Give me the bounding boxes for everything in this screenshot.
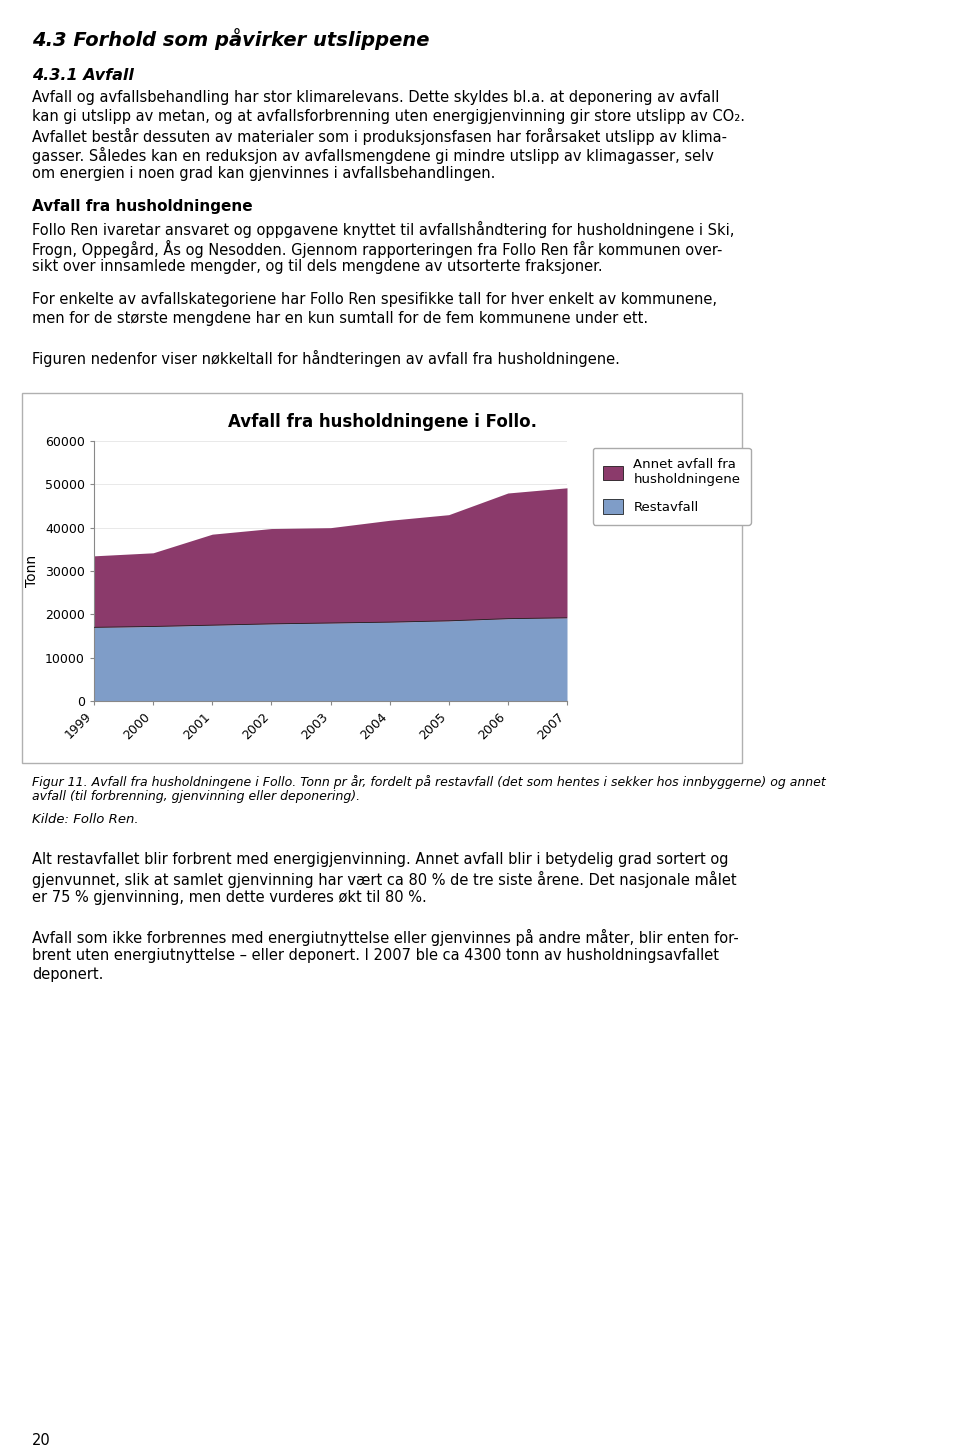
Text: er 75 % gjenvinning, men dette vurderes økt til 80 %.: er 75 % gjenvinning, men dette vurderes … (32, 889, 427, 905)
Text: For enkelte av avfallskategoriene har Follo Ren spesifikke tall for hver enkelt : For enkelte av avfallskategoriene har Fo… (32, 292, 717, 308)
Text: om energien i noen grad kan gjenvinnes i avfallsbehandlingen.: om energien i noen grad kan gjenvinnes i… (32, 165, 495, 181)
Text: Avfallet består dessuten av materialer som i produksjonsfasen har forårsaket uts: Avfallet består dessuten av materialer s… (32, 128, 727, 145)
Text: Alt restavfallet blir forbrent med energigjenvinning. Annet avfall blir i betyde: Alt restavfallet blir forbrent med energ… (32, 852, 729, 868)
Text: Figur 11. Avfall fra husholdningene i Follo. Tonn pr år, fordelt på restavfall (: Figur 11. Avfall fra husholdningene i Fo… (32, 775, 826, 789)
Text: 20: 20 (32, 1434, 51, 1448)
Text: avfall (til forbrenning, gjenvinning eller deponering).: avfall (til forbrenning, gjenvinning ell… (32, 789, 360, 802)
Text: brent uten energiutnyttelse – eller deponert. I 2007 ble ca 4300 tonn av hushold: brent uten energiutnyttelse – eller depo… (32, 948, 719, 963)
Text: Follo Ren ivaretar ansvaret og oppgavene knyttet til avfallshåndtering for husho: Follo Ren ivaretar ansvaret og oppgavene… (32, 221, 734, 238)
Text: Frogn, Oppegård, Ås og Nesodden. Gjennom rapporteringen fra Follo Ren får kommun: Frogn, Oppegård, Ås og Nesodden. Gjennom… (32, 239, 722, 258)
Text: Avfall som ikke forbrennes med energiutnyttelse eller gjenvinnes på andre måter,: Avfall som ikke forbrennes med energiutn… (32, 929, 739, 946)
Legend: Annet avfall fra
husholdningene, Restavfall: Annet avfall fra husholdningene, Restavf… (592, 447, 751, 524)
Text: deponert.: deponert. (32, 966, 104, 982)
Text: gjenvunnet, slik at samlet gjenvinning har vært ca 80 % de tre siste årene. Det : gjenvunnet, slik at samlet gjenvinning h… (32, 871, 736, 888)
Text: 4.3.1 Avfall: 4.3.1 Avfall (32, 68, 133, 83)
Text: Avfall fra husholdningene i Follo.: Avfall fra husholdningene i Follo. (228, 414, 537, 431)
Text: men for de største mengdene har en kun sumtall for de fem kommunene under ett.: men for de største mengdene har en kun s… (32, 311, 648, 326)
Text: Figuren nedenfor viser nøkkeltall for håndteringen av avfall fra husholdningene.: Figuren nedenfor viser nøkkeltall for hå… (32, 350, 620, 367)
Text: 4.3 Forhold som påvirker utslippene: 4.3 Forhold som påvirker utslippene (32, 28, 429, 49)
Text: sikt over innsamlede mengder, og til dels mengdene av utsorterte fraksjoner.: sikt over innsamlede mengder, og til del… (32, 258, 603, 274)
Text: Kilde: Follo Ren.: Kilde: Follo Ren. (32, 813, 138, 826)
Y-axis label: Tonn: Tonn (25, 554, 39, 588)
Bar (22, 393, 742, 763)
Text: Avfall og avfallsbehandling har stor klimarelevans. Dette skyldes bl.a. at depon: Avfall og avfallsbehandling har stor kli… (32, 90, 719, 104)
Text: kan gi utslipp av metan, og at avfallsforbrenning uten energigjenvinning gir sto: kan gi utslipp av metan, og at avfallsfo… (32, 109, 745, 123)
Text: gasser. Således kan en reduksjon av avfallsmengdene gi mindre utslipp av klimaga: gasser. Således kan en reduksjon av avfa… (32, 147, 714, 164)
Text: Avfall fra husholdningene: Avfall fra husholdningene (32, 199, 252, 213)
